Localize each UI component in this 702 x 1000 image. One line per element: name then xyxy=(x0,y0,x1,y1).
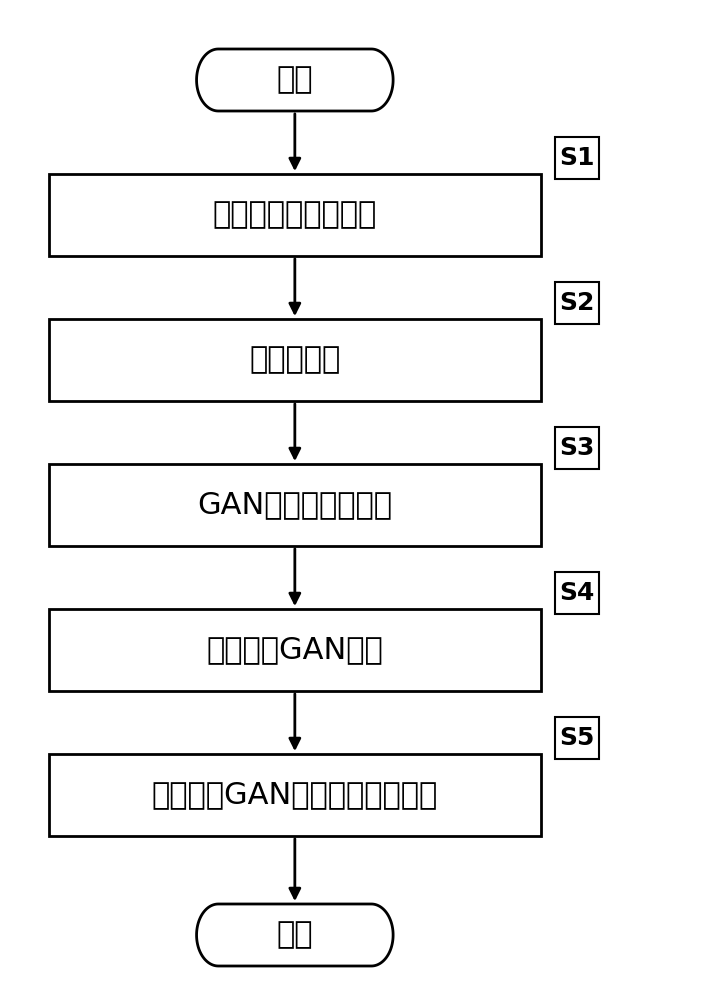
Text: 结束: 结束 xyxy=(277,920,313,950)
Text: 利用改进GAN模型进行图像增强: 利用改进GAN模型进行图像增强 xyxy=(152,780,438,810)
FancyBboxPatch shape xyxy=(49,609,541,691)
Text: S4: S4 xyxy=(559,581,595,605)
FancyBboxPatch shape xyxy=(49,319,541,401)
FancyBboxPatch shape xyxy=(555,717,599,759)
FancyBboxPatch shape xyxy=(555,572,599,614)
PathPatch shape xyxy=(197,49,393,111)
Text: S3: S3 xyxy=(559,436,595,460)
PathPatch shape xyxy=(197,904,393,966)
Text: 主成分分析: 主成分分析 xyxy=(249,346,340,374)
FancyBboxPatch shape xyxy=(49,754,541,836)
Text: S5: S5 xyxy=(559,726,595,750)
Text: 获取红外热图像序列: 获取红外热图像序列 xyxy=(213,200,377,230)
Text: S1: S1 xyxy=(559,146,595,170)
FancyBboxPatch shape xyxy=(49,174,541,256)
Text: 开始: 开始 xyxy=(277,66,313,95)
FancyBboxPatch shape xyxy=(555,137,599,179)
Text: GAN训练数据的生成: GAN训练数据的生成 xyxy=(197,490,392,520)
Text: 训练改进GAN模型: 训练改进GAN模型 xyxy=(206,636,383,664)
FancyBboxPatch shape xyxy=(49,464,541,546)
FancyBboxPatch shape xyxy=(555,427,599,469)
FancyBboxPatch shape xyxy=(555,282,599,324)
Text: S2: S2 xyxy=(559,291,595,315)
